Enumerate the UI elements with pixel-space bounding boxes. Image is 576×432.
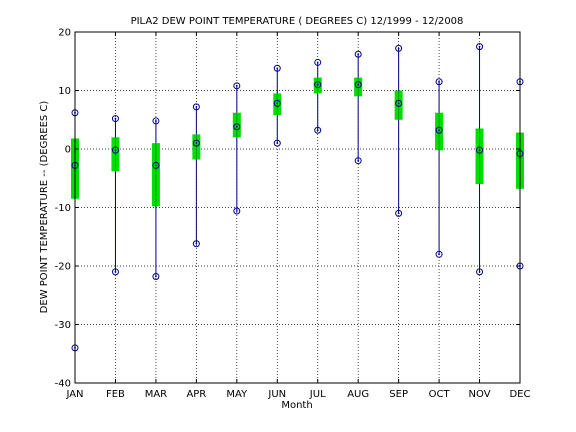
max-marker-dot [276, 67, 279, 70]
y-axis-label: DEW POINT TEMPERATURE -- (DEGREES C) [39, 101, 50, 314]
max-marker [314, 58, 322, 66]
max-marker [233, 82, 241, 90]
mean-marker [314, 81, 322, 89]
max-marker [435, 78, 443, 86]
max-marker-dot [438, 80, 440, 83]
mean-marker [233, 123, 241, 131]
min-marker-dot [235, 210, 238, 212]
min-marker [354, 157, 362, 165]
mean-marker [354, 81, 362, 89]
mean-marker-dot [438, 129, 440, 132]
y-tick-label: 20 [58, 28, 71, 39]
y-tick-label: 10 [58, 86, 71, 97]
y-tick-label: -40 [55, 379, 71, 390]
min-marker-dot [478, 270, 481, 273]
min-marker [476, 268, 484, 276]
x-tick-label: MAR [145, 389, 167, 400]
min-marker-dot [195, 242, 198, 245]
min-marker [395, 209, 403, 217]
min-marker [314, 126, 322, 134]
min-marker-dot [357, 159, 360, 162]
max-marker-dot [235, 84, 238, 87]
x-tick-label: DEC [509, 389, 530, 400]
mean-marker [435, 126, 443, 134]
mean-marker-dot [478, 149, 481, 152]
min-marker [152, 273, 160, 281]
min-marker-dot [397, 212, 400, 215]
x-tick-label: SEP [389, 389, 408, 400]
mean-marker-dot [316, 83, 319, 86]
mean-marker [476, 146, 484, 154]
max-marker-dot [357, 53, 360, 56]
min-marker-dot [276, 142, 279, 145]
y-tick-label: -10 [55, 203, 71, 214]
x-tick-label: JUL [309, 389, 326, 400]
max-marker [354, 50, 362, 58]
x-tick-label: AUG [347, 389, 369, 400]
y-tick-label: -30 [55, 320, 71, 331]
mean-marker-dot [357, 83, 360, 86]
max-marker [395, 44, 403, 52]
mean-marker [273, 99, 281, 107]
x-tick-label: APR [186, 389, 206, 400]
max-marker [111, 115, 119, 123]
max-marker-dot [155, 120, 157, 122]
y-tick-label: -20 [55, 262, 71, 273]
min-marker-dot [114, 270, 117, 273]
max-marker-dot [195, 105, 198, 108]
min-marker [273, 139, 281, 147]
min-marker [435, 250, 443, 258]
max-marker-dot [316, 61, 319, 64]
mean-marker-dot [114, 149, 117, 152]
y-axis-ticks: -40 -30 -20 -10 0 10 20 [55, 28, 520, 390]
max-marker [192, 103, 200, 111]
chart-title: PILA2 DEW POINT TEMPERATURE ( DEGREES C)… [131, 16, 464, 27]
min-marker-dot [316, 129, 319, 132]
min-marker-dot [155, 275, 157, 278]
min-marker-dot [438, 253, 440, 256]
max-marker [273, 64, 281, 72]
x-tick-label: OCT [429, 389, 451, 400]
mean-marker [152, 161, 160, 169]
data-marks [71, 43, 524, 352]
max-marker-dot [478, 45, 481, 48]
x-tick-label: JAN [65, 389, 83, 400]
max-marker [152, 117, 160, 125]
mean-marker-dot [235, 125, 238, 128]
mean-marker-dot [397, 102, 400, 105]
mean-marker-dot [276, 102, 279, 105]
mean-marker-dot [195, 142, 198, 145]
x-tick-label: JUN [267, 389, 286, 400]
min-marker [111, 268, 119, 276]
min-marker [192, 240, 200, 248]
grid-lines [75, 32, 520, 383]
mean-marker [111, 146, 119, 154]
x-axis-label: Month [281, 400, 312, 411]
x-tick-label: FEB [106, 389, 125, 400]
min-marker [233, 207, 241, 215]
max-marker [476, 43, 484, 51]
x-axis-ticks: JAN FEB MAR APR MAY JUN JUL AUG SEP OCT NOV DEC [65, 32, 531, 400]
mean-marker [395, 99, 403, 107]
mean-marker-dot [155, 164, 157, 167]
max-marker-dot [114, 117, 117, 120]
max-marker-dot [397, 47, 400, 50]
x-tick-label: MAY [226, 389, 248, 400]
x-tick-label: NOV [469, 389, 491, 400]
y-tick-label: 0 [65, 145, 71, 156]
mean-marker [192, 139, 200, 147]
